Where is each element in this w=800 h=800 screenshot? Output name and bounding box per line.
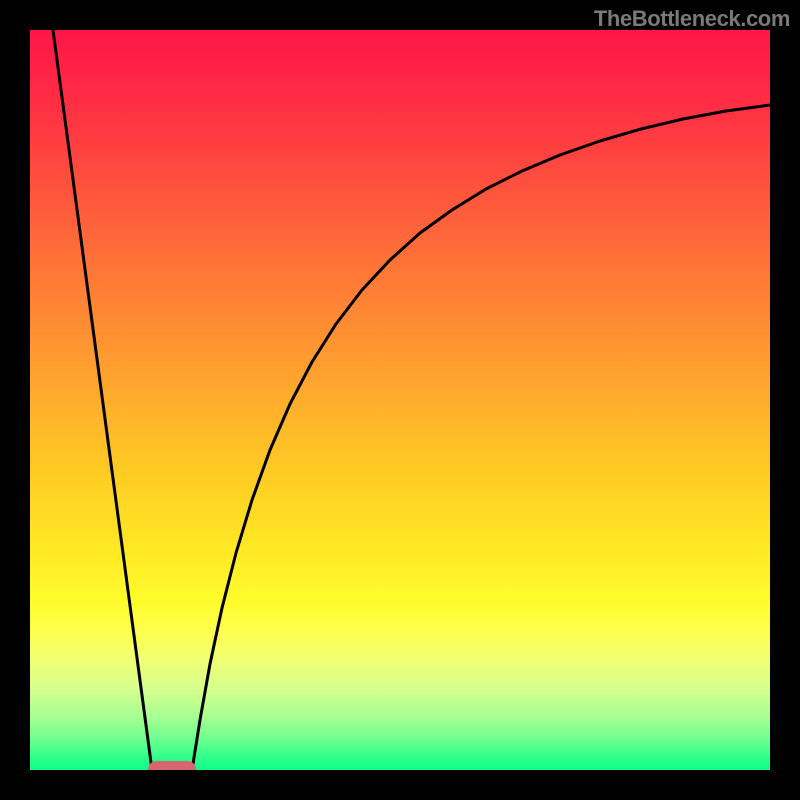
chart-svg [0,0,800,800]
plot-background [30,30,770,770]
chart-container: TheBottleneck.com [0,0,800,800]
watermark-text: TheBottleneck.com [594,6,790,32]
